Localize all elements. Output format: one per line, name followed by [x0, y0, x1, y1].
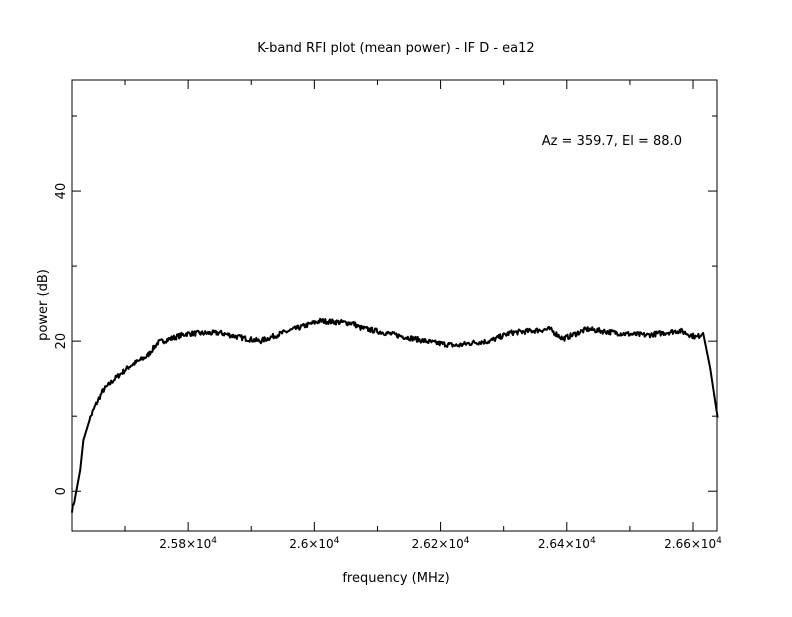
y-tick-label: 20 — [54, 333, 69, 350]
az-el-annotation: Az = 359.7, El = 88.0 — [542, 134, 682, 149]
x-tick-label: 2.6×104 — [289, 536, 339, 551]
x-axis-label: frequency (MHz) — [342, 571, 449, 586]
chart-title: K-band RFI plot (mean power) - IF D - ea… — [257, 41, 534, 56]
y-tick-label: 40 — [54, 183, 69, 200]
y-axis-label: power (dB) — [36, 269, 51, 341]
y-tick-label: 0 — [54, 487, 69, 495]
x-tick-label: 2.66×104 — [664, 536, 722, 551]
x-tick-labels: 2.58×104 2.6×104 2.62×104 2.64×104 2.66×104 — [159, 536, 722, 551]
x-tick-label: 2.64×104 — [538, 536, 596, 551]
series-line — [71, 317, 719, 513]
x-tick-label: 2.62×104 — [412, 536, 470, 551]
y-tick-labels: 0 20 40 — [54, 183, 69, 496]
plot-frame — [71, 79, 718, 532]
x-tick-label: 2.58×104 — [159, 536, 217, 551]
